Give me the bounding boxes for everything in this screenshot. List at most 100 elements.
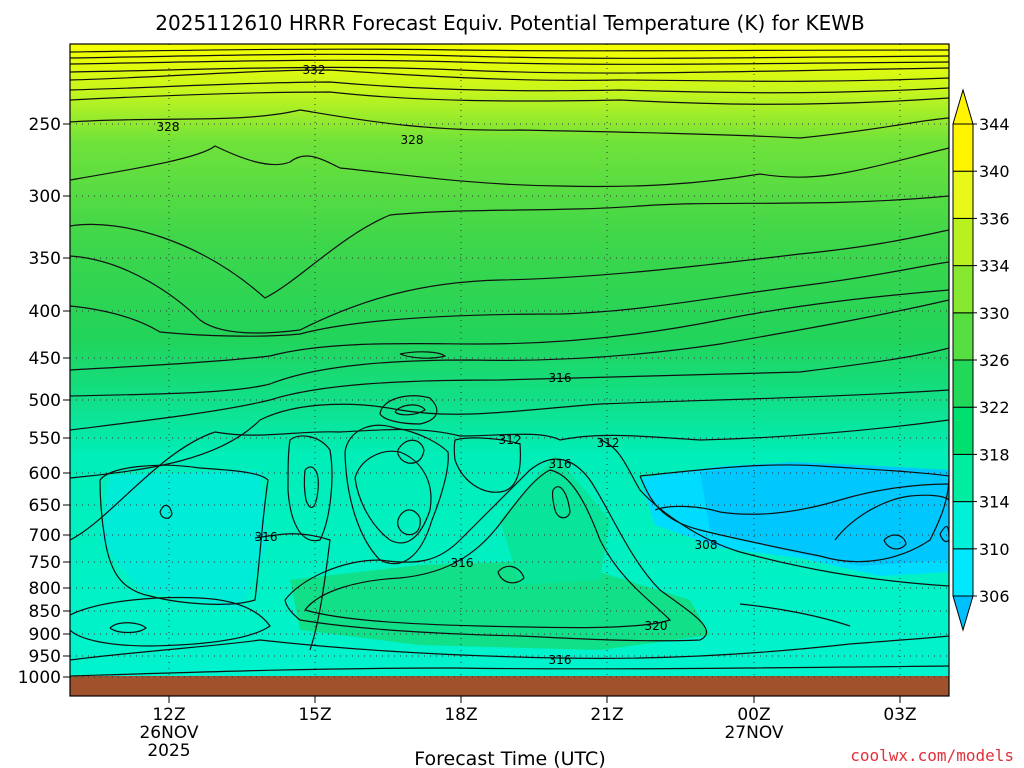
contour-line [70, 229, 949, 334]
x-tick-date: 26NOV [139, 723, 198, 743]
colorbar-swatch [952, 548, 974, 597]
colorbar-label: 334 [979, 257, 1010, 276]
contour-line [70, 419, 949, 541]
contour-line [99, 464, 269, 605]
y-tick-label: 600 [29, 464, 61, 484]
colorbar-swatch [952, 406, 974, 455]
x-tick-label: 12Z [152, 705, 185, 725]
contour-label: 320 [645, 619, 668, 633]
contour-line [379, 395, 438, 425]
contour-line [159, 504, 173, 519]
contour-line [287, 435, 333, 542]
contour-label: 316 [255, 530, 278, 544]
colorbar-arrow-bottom [952, 595, 974, 632]
contour-line [70, 81, 949, 94]
contour-line [70, 635, 949, 661]
y-tick-label: 550 [29, 429, 61, 449]
colorbar-label: 336 [979, 209, 1010, 228]
contour-line [70, 59, 949, 65]
x-tick-label: 03Z [883, 705, 916, 725]
colorbar-label: 306 [979, 587, 1010, 606]
contour-line [834, 494, 949, 541]
contour-line [739, 603, 851, 627]
y-tick-label: 750 [29, 553, 61, 573]
contour-line [453, 437, 522, 493]
chart-title: 2025112610 HRRR Forecast Equiv. Potentia… [155, 11, 864, 35]
colorbar-swatch [952, 501, 974, 550]
contour-labels: 332 328 328 316 312 312 316 316 308 316 … [157, 63, 718, 667]
plot-frame [69, 43, 950, 697]
contour-line [70, 665, 949, 677]
colorbar-swatch [952, 123, 974, 172]
colorbar-label: 326 [979, 351, 1010, 370]
colorbar-swatch [952, 170, 974, 219]
contour-label: 312 [499, 433, 522, 447]
x-tick-marks [168, 696, 901, 703]
contour-label: 312 [597, 436, 620, 450]
contour-label: 328 [157, 120, 180, 134]
contour-label: 316 [549, 457, 572, 471]
contour-line [70, 347, 949, 431]
contour-line [284, 458, 707, 642]
colorbar-swatch [952, 217, 974, 267]
contour-lines [70, 48, 949, 677]
contour-line [639, 464, 949, 563]
contour-line [70, 48, 949, 53]
colorbar-label: 344 [979, 115, 1010, 134]
contour-label: 316 [549, 653, 572, 667]
contour-line [399, 351, 447, 359]
colorbar-arrow-top [952, 88, 974, 125]
x-tick-label: 15Z [298, 705, 331, 725]
contour-line [70, 195, 949, 299]
colorbar-label: 318 [979, 445, 1010, 464]
contour-line [303, 466, 319, 508]
contour-label: 308 [695, 538, 718, 552]
contour-line [939, 525, 949, 543]
contour-label: 316 [451, 556, 474, 570]
y-tick-label: 250 [29, 115, 61, 135]
colorbar-swatch [952, 312, 974, 361]
colorbar-label: 340 [979, 162, 1010, 181]
credit-text: coolwx.com/models [850, 746, 1014, 765]
colorbar-swatch [952, 453, 974, 503]
y-tick-label: 850 [29, 602, 61, 622]
contour-line [304, 469, 672, 629]
colorbar-swatch [952, 359, 974, 408]
y-tick-marks [63, 123, 70, 678]
x-tick-label: 18Z [444, 705, 477, 725]
contour-line [70, 596, 271, 647]
y-tick-label: 650 [29, 496, 61, 516]
contour-line [497, 565, 525, 584]
y-tick-label: 1000 [18, 668, 61, 688]
y-tick-label: 500 [29, 391, 61, 411]
colorbar-label: 322 [979, 398, 1010, 417]
x-tick-year: 2025 [147, 741, 190, 761]
contour-line [883, 534, 907, 550]
plot-area: 332 328 328 316 312 312 316 316 308 316 … [70, 44, 949, 696]
contour-line [70, 69, 949, 82]
warm-region-mid [500, 455, 610, 585]
y-tick-label: 450 [29, 349, 61, 369]
colorbar-label: 314 [979, 493, 1010, 512]
contour-line [654, 483, 949, 515]
y-tick-label: 900 [29, 625, 61, 645]
contour-line [70, 53, 949, 59]
y-tick-label: 800 [29, 579, 61, 599]
grid-lines [70, 123, 949, 678]
contour-line [397, 439, 425, 464]
x-tick-date: 27NOV [724, 723, 783, 743]
colorbar-label: 310 [979, 540, 1010, 559]
contour-line [109, 622, 147, 634]
y-tick-label: 300 [29, 187, 61, 207]
contour-line [552, 486, 571, 519]
contour-line [70, 261, 949, 337]
contour-line [70, 109, 949, 139]
surface-ground [70, 676, 949, 696]
x-tick-label: 21Z [590, 705, 623, 725]
contour-line [394, 404, 426, 416]
contour-line [344, 424, 449, 565]
contour-line [354, 450, 432, 544]
colorbar-label: 330 [979, 304, 1010, 323]
y-tick-label: 700 [29, 526, 61, 546]
